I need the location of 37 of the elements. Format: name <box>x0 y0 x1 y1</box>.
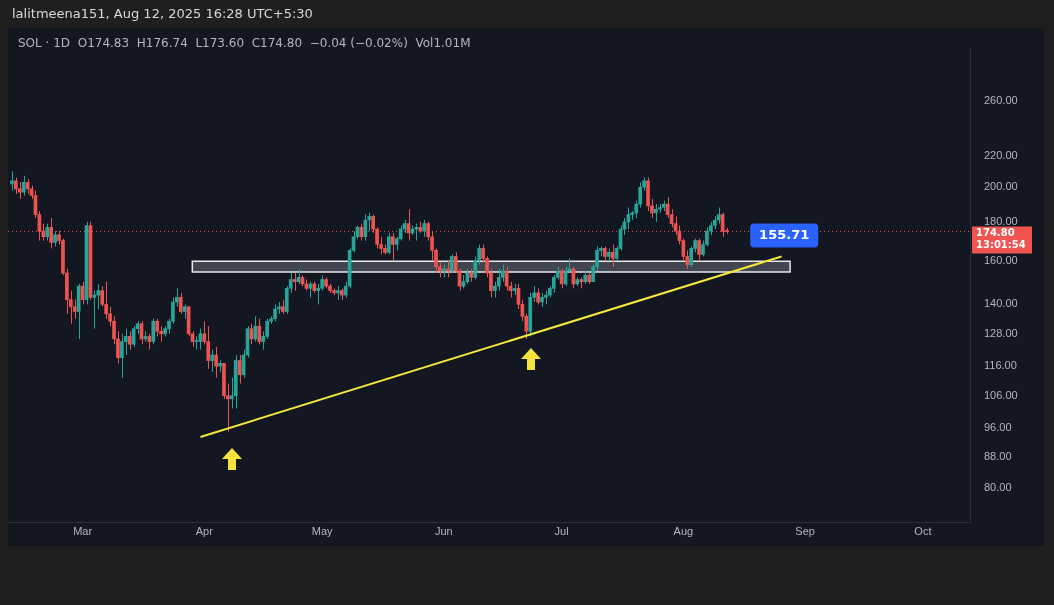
candlestick <box>214 346 218 379</box>
x-tick-label: Aug <box>673 525 694 538</box>
x-tick-label: Oct <box>914 525 932 538</box>
candlestick <box>210 349 215 373</box>
candlestick <box>194 335 199 351</box>
y-tick-label: 220.00 <box>984 148 1018 161</box>
ref-line-label: 174.80 13:01:54 <box>976 227 1026 251</box>
x-tick-label: Sep <box>795 525 815 538</box>
annotation: 155.71 <box>759 226 810 242</box>
candlestick <box>206 325 211 370</box>
candlestick <box>390 232 395 262</box>
y-tick-label: 80.00 <box>984 481 1012 494</box>
y-tick-label: 160.00 <box>984 253 1018 266</box>
candlestick <box>178 292 183 315</box>
candlestick <box>120 333 124 379</box>
candlestick <box>10 170 14 192</box>
y-tick-label: 96.00 <box>984 421 1012 434</box>
y-tick-label: 180.00 <box>984 214 1018 227</box>
y-tick-label: 106.00 <box>984 388 1018 401</box>
y-tick-label: 116.00 <box>984 359 1017 372</box>
x-tick-label: Mar <box>73 525 93 538</box>
x-tick-label: Apr <box>195 525 214 538</box>
y-tick-label: 140.00 <box>984 297 1018 310</box>
y-tick-label: 128.00 <box>984 326 1018 339</box>
candlestick <box>127 330 132 351</box>
y-tick-label: 260.00 <box>984 94 1018 107</box>
x-tick-label: May <box>311 525 334 538</box>
candlestick <box>21 175 26 197</box>
candlestick <box>257 318 262 345</box>
chart-subtitle: SOL · 1D O174.83 H176.74 L173.60 C174.80 −0.04 (−0.02%) Vol1.01M <box>18 36 471 50</box>
x-tick-label: Jul <box>554 525 569 538</box>
chart-title: lalitmeena151, Aug 12, 2025 16:28 UTC+5:30 <box>12 6 313 21</box>
y-tick-label: 88.00 <box>984 449 1012 462</box>
x-tick-label: Jun <box>434 525 453 538</box>
candlestick <box>449 253 454 274</box>
y-tick-label: 200.00 <box>984 180 1018 193</box>
candlestick <box>104 281 108 320</box>
